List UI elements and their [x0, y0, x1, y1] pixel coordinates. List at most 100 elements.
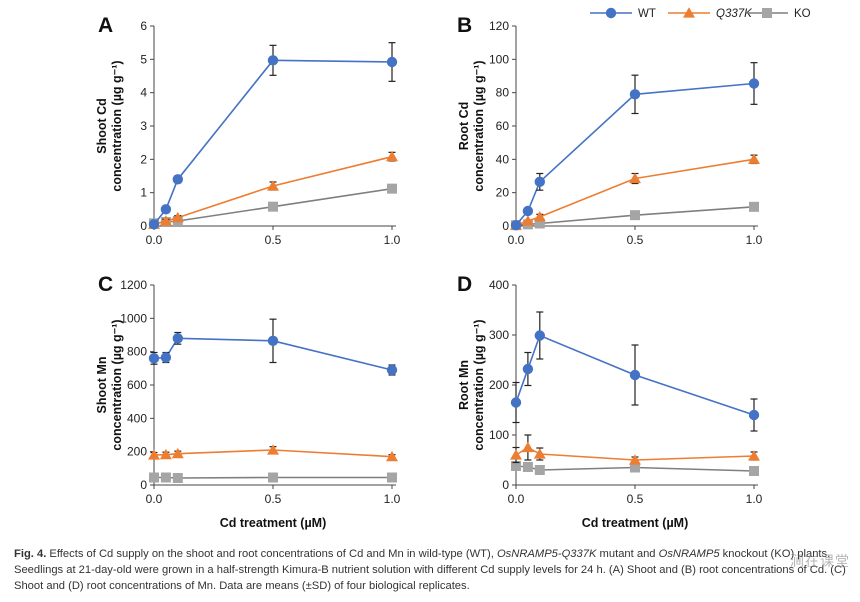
marker-q337k: [267, 444, 279, 455]
marker-ko: [172, 473, 183, 483]
figure-caption: Fig. 4. Effects of Cd supply on the shoo…: [14, 546, 850, 594]
series-wt: [510, 311, 760, 432]
marker-ko: [762, 8, 772, 18]
marker-ko: [268, 201, 278, 212]
marker-q337k: [533, 211, 546, 222]
y-axis-label-units: concentration (µg g⁻¹): [472, 319, 486, 450]
marker-ko: [522, 462, 533, 472]
y-tick-label: 80: [496, 86, 510, 100]
caption-label: Fig. 4.: [14, 548, 47, 560]
marker-wt: [172, 333, 183, 344]
marker-wt: [160, 352, 172, 363]
legend-label: KO: [794, 8, 811, 20]
marker-q337k: [510, 449, 522, 460]
y-axis-label-units: concentration (µg g⁻¹): [110, 60, 124, 191]
series-wt: [148, 318, 398, 376]
marker-q337k: [533, 448, 546, 459]
series-wt: [510, 62, 760, 231]
caption-text-2: mutant and: [596, 548, 659, 560]
x-tick-label: 1.0: [746, 492, 763, 506]
y-tick-label: 4: [140, 86, 147, 100]
marker-q337k: [748, 153, 760, 164]
legend: WT Q337K KO: [590, 7, 811, 20]
series-ko: [511, 461, 759, 476]
y-tick-label: 20: [496, 186, 510, 200]
marker-q337k: [748, 450, 760, 461]
marker-wt: [522, 205, 534, 217]
panel-d: D 0 100 200 300 400 0.0 0.5 1.0 Root Mn concentrat…: [457, 273, 763, 530]
marker-ko: [630, 462, 640, 473]
y-tick-label: 1: [140, 186, 147, 200]
marker-q337k: [171, 447, 184, 459]
marker-q337k: [629, 454, 641, 465]
y-tick-label: 5: [140, 52, 147, 66]
panel-label: C: [98, 273, 113, 296]
y-axis-label-units: concentration (µg g⁻¹): [472, 60, 486, 191]
x-tick-label: 1.0: [746, 233, 763, 247]
marker-wt: [510, 219, 522, 231]
caption-italic-2: OsNRAMP5: [658, 548, 720, 560]
marker-wt: [534, 176, 545, 188]
y-tick-label: 400: [489, 278, 509, 292]
caption-text-1: Effects of Cd supply on the shoot and ro…: [46, 548, 497, 560]
marker-q337k: [521, 441, 534, 453]
y-tick-label: 40: [496, 152, 510, 166]
watermark: 涧在课堂: [790, 554, 850, 570]
y-tick-label: 0: [140, 219, 147, 233]
series-q337k: [510, 434, 760, 465]
x-tick-label: 0.5: [265, 492, 282, 506]
marker-ko: [749, 201, 759, 212]
marker-wt: [522, 363, 534, 375]
marker-q337k: [386, 450, 398, 462]
marker-ko: [387, 472, 397, 483]
y-axis-label: Root Cd: [457, 102, 471, 151]
x-axis-label: Cd treatment (µM): [220, 516, 327, 530]
panel-a: A 0 1 2 3 4 5 6 0.0 0.5 1.0 Shoot Cd concentration (…: [95, 14, 401, 247]
marker-wt: [160, 204, 172, 215]
x-tick-label: 0.0: [508, 233, 525, 247]
series-wt: [148, 42, 398, 230]
legend-label: WT: [638, 8, 656, 20]
y-tick-label: 1200: [120, 278, 147, 292]
marker-ko: [268, 472, 278, 483]
y-tick-label: 3: [140, 119, 147, 133]
marker-wt: [386, 364, 398, 376]
y-tick-label: 200: [127, 445, 147, 459]
legend-item-q337k: Q337K: [668, 7, 753, 20]
marker-q337k: [159, 215, 172, 226]
marker-ko: [387, 183, 397, 194]
y-axis-label: Shoot Mn: [95, 357, 109, 414]
y-tick-label: 0: [140, 478, 147, 492]
series-q337k: [148, 150, 398, 229]
caption-italic-1: OsNRAMP5-Q337K: [496, 548, 597, 560]
marker-q337k: [267, 180, 279, 191]
marker-wt: [748, 78, 760, 89]
x-tick-label: 1.0: [384, 492, 401, 506]
y-tick-label: 6: [140, 19, 147, 33]
y-tick-label: 0: [502, 478, 509, 492]
marker-ko: [749, 466, 759, 476]
panel-label: A: [98, 14, 113, 37]
legend-label: Q337K: [716, 8, 753, 20]
marker-wt: [605, 7, 617, 19]
marker-q337k: [386, 150, 398, 162]
series-line: [153, 59, 393, 225]
panel-label: B: [457, 14, 472, 37]
x-axis-label: Cd treatment (µM): [582, 516, 689, 530]
marker-wt: [629, 89, 641, 100]
marker-q337k: [683, 7, 695, 18]
marker-ko: [149, 472, 159, 483]
marker-ko: [630, 210, 640, 221]
y-tick-label: 300: [489, 328, 509, 342]
marker-q337k: [171, 211, 184, 223]
marker-ko: [511, 461, 521, 471]
y-tick-label: 400: [127, 411, 147, 425]
y-tick-label: 600: [127, 378, 147, 392]
y-tick-label: 1000: [120, 311, 147, 325]
y-tick-label: 120: [489, 19, 509, 33]
marker-ko: [160, 472, 171, 483]
caption-text-3: knockout (KO) plants. Seedlings at 21-da…: [14, 548, 846, 592]
y-tick-label: 800: [127, 345, 147, 359]
marker-q337k: [159, 448, 172, 460]
panel-c: C 0 200 400 600 800 1000 1200 0.0 0.5 1.0 Shoot Mn c…: [95, 273, 401, 530]
